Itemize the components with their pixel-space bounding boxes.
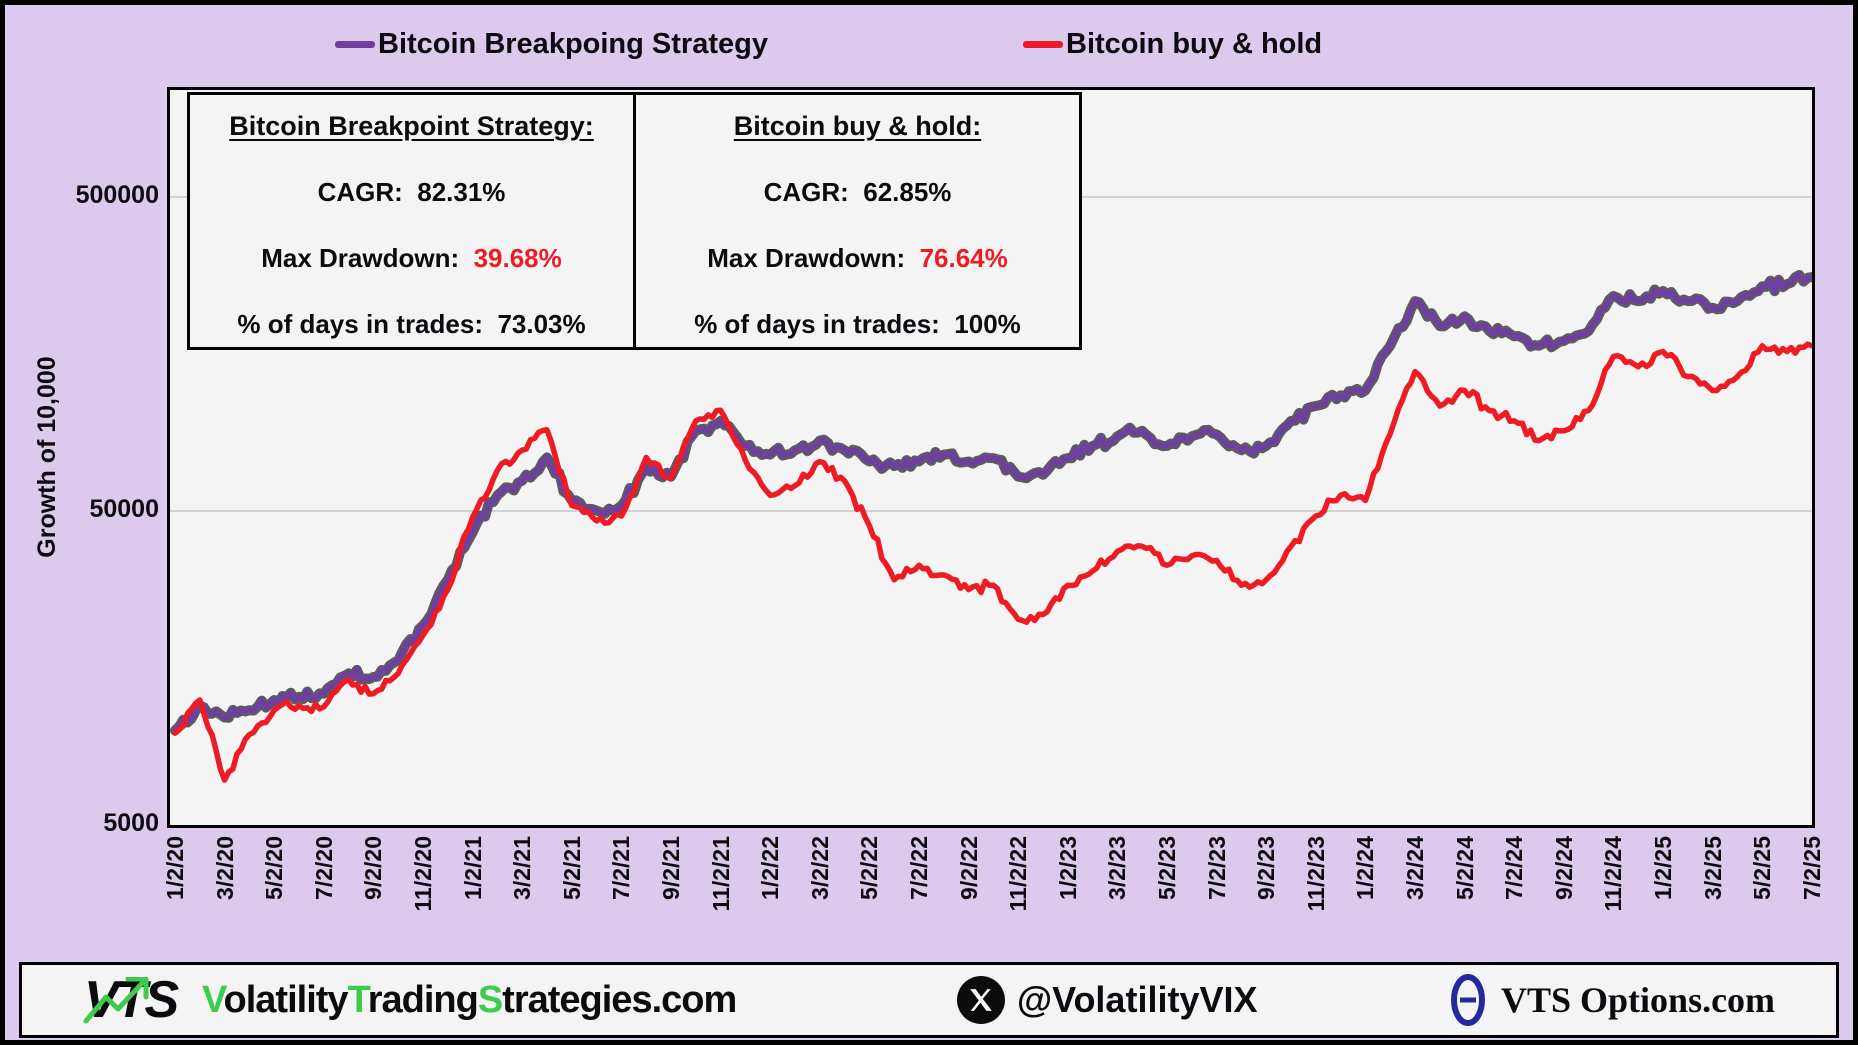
stat-value: 39.68%	[473, 243, 562, 273]
stat-label: Max Drawdown:	[261, 243, 474, 273]
wordmark-letter-green: S	[477, 978, 503, 1021]
x-tick-label: 5/2/20	[261, 836, 288, 900]
wordmark-text: rading	[367, 978, 479, 1021]
stat-label: % of days in trades:	[237, 309, 498, 339]
stats-box: Bitcoin Breakpoint Strategy: CAGR: 82.31…	[187, 92, 1082, 350]
x-tick-label: 7/2/25	[1798, 836, 1825, 900]
x-tick-label: 9/2/23	[1253, 836, 1280, 900]
options-site-text: VTS Options.com	[1501, 980, 1776, 1020]
stats-title-strategy: Bitcoin Breakpoint Strategy:	[229, 111, 594, 141]
stats-row-drawdown: Max Drawdown: 76.64%	[707, 243, 1008, 274]
x-tick-label: 3/2/22	[806, 836, 833, 900]
wordmark-letter-green: T	[347, 978, 369, 1021]
x-tick-label: 11/2/21	[707, 836, 734, 912]
stat-value: 73.03%	[497, 309, 586, 339]
x-tick-label: 5/2/23	[1154, 836, 1180, 900]
stat-label: % of days in trades:	[694, 309, 955, 339]
wordmark-text: olatility	[223, 978, 349, 1021]
x-tick-label: 1/2/21	[459, 836, 486, 900]
x-twitter-icon	[957, 976, 1005, 1024]
x-tick-label: 11/2/22	[1005, 836, 1032, 912]
legend-item-strategy: Bitcoin Breakpoing Strategy	[335, 27, 768, 61]
x-tick-label: 3/2/23	[1104, 836, 1131, 900]
x-tick-label: 7/2/23	[1203, 836, 1230, 900]
x-tick-label: 7/2/24	[1501, 836, 1528, 900]
x-tick-label: 11/2/23	[1302, 836, 1329, 912]
stats-row-days-in-trades: % of days in trades: 73.03%	[237, 309, 585, 340]
strategy-line-swatch	[335, 40, 375, 48]
legend-item-buyhold: Bitcoin buy & hold	[1023, 27, 1322, 61]
brand-wordmark: VolatilityTradingStrategies.com	[202, 978, 737, 1022]
x-tick-label: 3/2/24	[1402, 836, 1428, 900]
x-tick-label: 5/2/25	[1749, 836, 1776, 900]
x-tick-label: 9/2/24	[1550, 836, 1577, 900]
stats-cell-strategy: Bitcoin Breakpoint Strategy: CAGR: 82.31…	[190, 95, 633, 347]
stat-value: 100%	[954, 309, 1021, 339]
x-tick-label: 3/2/21	[509, 836, 536, 900]
x-tick-label: 7/2/20	[310, 836, 337, 900]
stats-row-days-in-trades: % of days in trades: 100%	[694, 309, 1021, 340]
footer-bar: VTS VolatilityTradingStrategies.com @Vol…	[19, 962, 1839, 1038]
footer-brand[interactable]: VTS VolatilityTradingStrategies.com	[83, 965, 737, 1035]
x-tick-label: 11/2/20	[410, 836, 436, 912]
x-tick-label: 1/2/22	[757, 836, 784, 900]
x-tick-label: 3/2/25	[1699, 836, 1726, 900]
stat-value: 62.85%	[863, 177, 952, 207]
footer-options[interactable]: VTS Options.com	[1447, 965, 1775, 1035]
vts-logo: VTS	[83, 971, 188, 1029]
buyhold-line-swatch	[1023, 40, 1063, 48]
stats-row-cagr: CAGR: 82.31%	[318, 177, 506, 208]
stats-cell-buyhold: Bitcoin buy & hold: CAGR: 62.85% Max Dra…	[633, 95, 1079, 347]
x-tick-label: 9/2/21	[658, 836, 684, 900]
x-tick-label: 11/2/24	[1600, 836, 1627, 912]
stats-row-cagr: CAGR: 62.85%	[764, 177, 952, 208]
stat-label: CAGR:	[763, 177, 864, 207]
legend-label-buyhold: Bitcoin buy & hold	[1066, 27, 1323, 60]
x-tick-label: 1/2/23	[1054, 836, 1081, 900]
y-tick-label: 50000	[89, 495, 159, 523]
wordmark-letter-green: V	[202, 978, 225, 1021]
y-tick-label: 500000	[75, 181, 159, 209]
x-tick-label: 9/2/20	[360, 836, 387, 900]
stats-title-buyhold: Bitcoin buy & hold:	[733, 111, 982, 141]
twitter-handle: @VolatilityVIX	[1017, 979, 1258, 1020]
stat-value: 76.64%	[919, 243, 1008, 273]
x-tick-label: 5/2/22	[856, 836, 883, 900]
theta-icon	[1447, 972, 1489, 1028]
x-tick-label: 7/2/21	[608, 836, 635, 900]
x-tick-label: 7/2/22	[906, 836, 932, 900]
stat-label: Max Drawdown:	[707, 243, 920, 273]
x-tick-label: 1/2/20	[162, 836, 188, 900]
legend-label-strategy: Bitcoin Breakpoing Strategy	[378, 27, 768, 60]
x-tick-label: 3/2/20	[211, 836, 238, 900]
x-tick-label: 9/2/22	[955, 836, 982, 900]
footer-twitter[interactable]: @VolatilityVIX	[957, 965, 1258, 1035]
series-line-0	[172, 272, 1812, 734]
x-tick-label: 5/2/21	[558, 836, 585, 900]
stat-label: CAGR:	[317, 177, 418, 207]
vts-logo-arrow-icon	[83, 977, 149, 1024]
x-tick-label: 1/2/25	[1650, 836, 1676, 900]
stat-value: 82.31%	[417, 177, 506, 207]
y-axis-title: Growth of 10,000	[33, 356, 61, 558]
stats-row-drawdown: Max Drawdown: 39.68%	[261, 243, 562, 274]
series-line-1	[172, 341, 1812, 783]
x-tick-label: 5/2/24	[1451, 836, 1478, 900]
wordmark-text: trategies.com	[502, 978, 737, 1021]
y-tick-label: 5000	[103, 809, 159, 837]
x-tick-label: 1/2/24	[1352, 836, 1379, 900]
